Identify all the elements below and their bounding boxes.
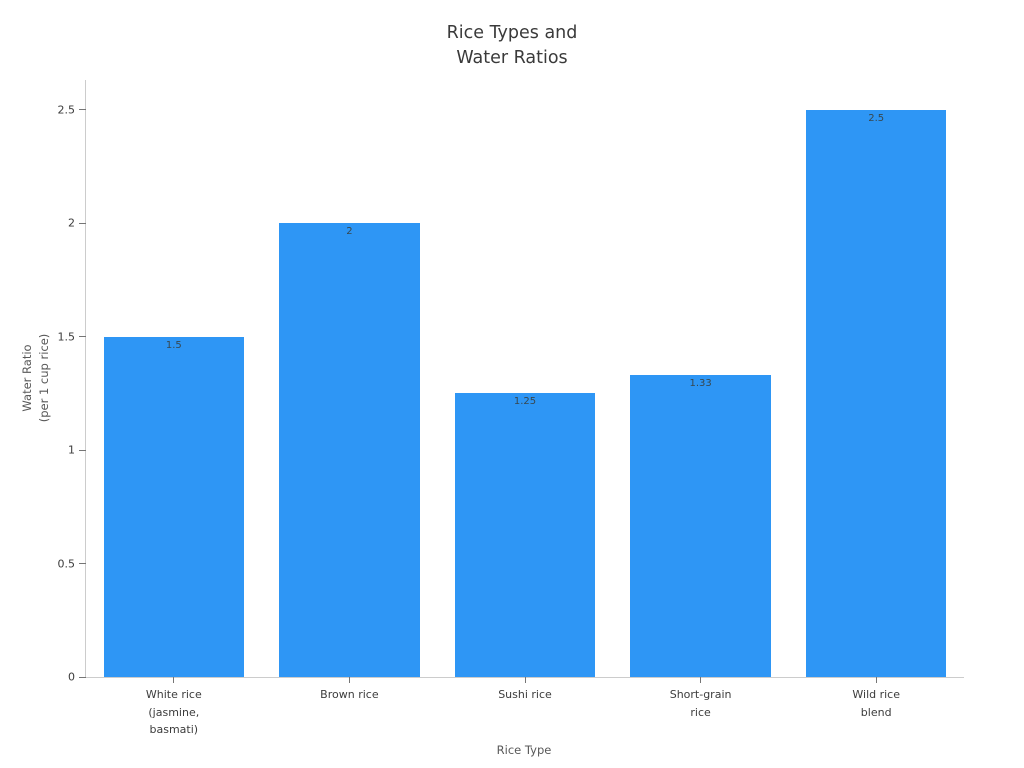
y-tick-mark-4 (79, 222, 86, 224)
bar-value-label-4: 2.5 (868, 112, 885, 124)
y-tick-label-2: 1 (68, 443, 75, 457)
bar-0: 1.5 (103, 336, 245, 677)
plot-area: 1.5 White rice (jasmine, basmati) 2 Brown r… (58, 80, 964, 736)
x-tick-label-1: Brown rice (320, 688, 379, 701)
bar-value-label-2: 1.25 (513, 396, 537, 408)
x-tick-mark-1 (348, 677, 350, 683)
x-tick-mark-4 (875, 677, 877, 683)
y-tick-label-1: 0.5 (57, 557, 76, 570)
y-tick-mark-1 (79, 563, 86, 564)
y-tick-label-0: 0 (68, 670, 75, 684)
bar-value-label-0: 1.5 (165, 339, 182, 351)
y-tick-mark-3 (79, 336, 86, 337)
bar-1: 2 (279, 223, 420, 677)
y-tick-label-5: 2.5 (57, 103, 76, 116)
y-tick-mark-0 (79, 676, 86, 678)
x-tick-mark-0 (173, 677, 175, 683)
x-tick-label-0: White rice (jasmine, basmati) (145, 688, 202, 736)
bar-4: 2.5 (805, 109, 947, 677)
bar-2: 1.25 (454, 393, 596, 677)
x-tick-label-3: Short-grain rice (669, 688, 732, 719)
bar-3: 1.33 (630, 375, 771, 677)
y-tick-mark-5 (79, 109, 86, 110)
y-tick-label-4: 2 (68, 216, 75, 230)
x-axis-label: Rice Type (496, 743, 552, 757)
bar-value-label-1: 2 (346, 226, 353, 238)
x-tick-mark-2 (524, 677, 526, 683)
bar-value-label-3: 1.33 (689, 378, 712, 390)
y-tick-label-3: 1.5 (57, 330, 76, 343)
y-tick-mark-2 (79, 449, 86, 451)
x-tick-mark-3 (700, 677, 702, 683)
chart-title: Rice Types and Water Ratios (446, 23, 578, 68)
y-axis-label: Water Ratio (per 1 cup rice) (20, 333, 51, 423)
x-tick-label-4: Wild rice blend (852, 688, 900, 719)
x-tick-label-2: Sushi rice (498, 688, 552, 701)
